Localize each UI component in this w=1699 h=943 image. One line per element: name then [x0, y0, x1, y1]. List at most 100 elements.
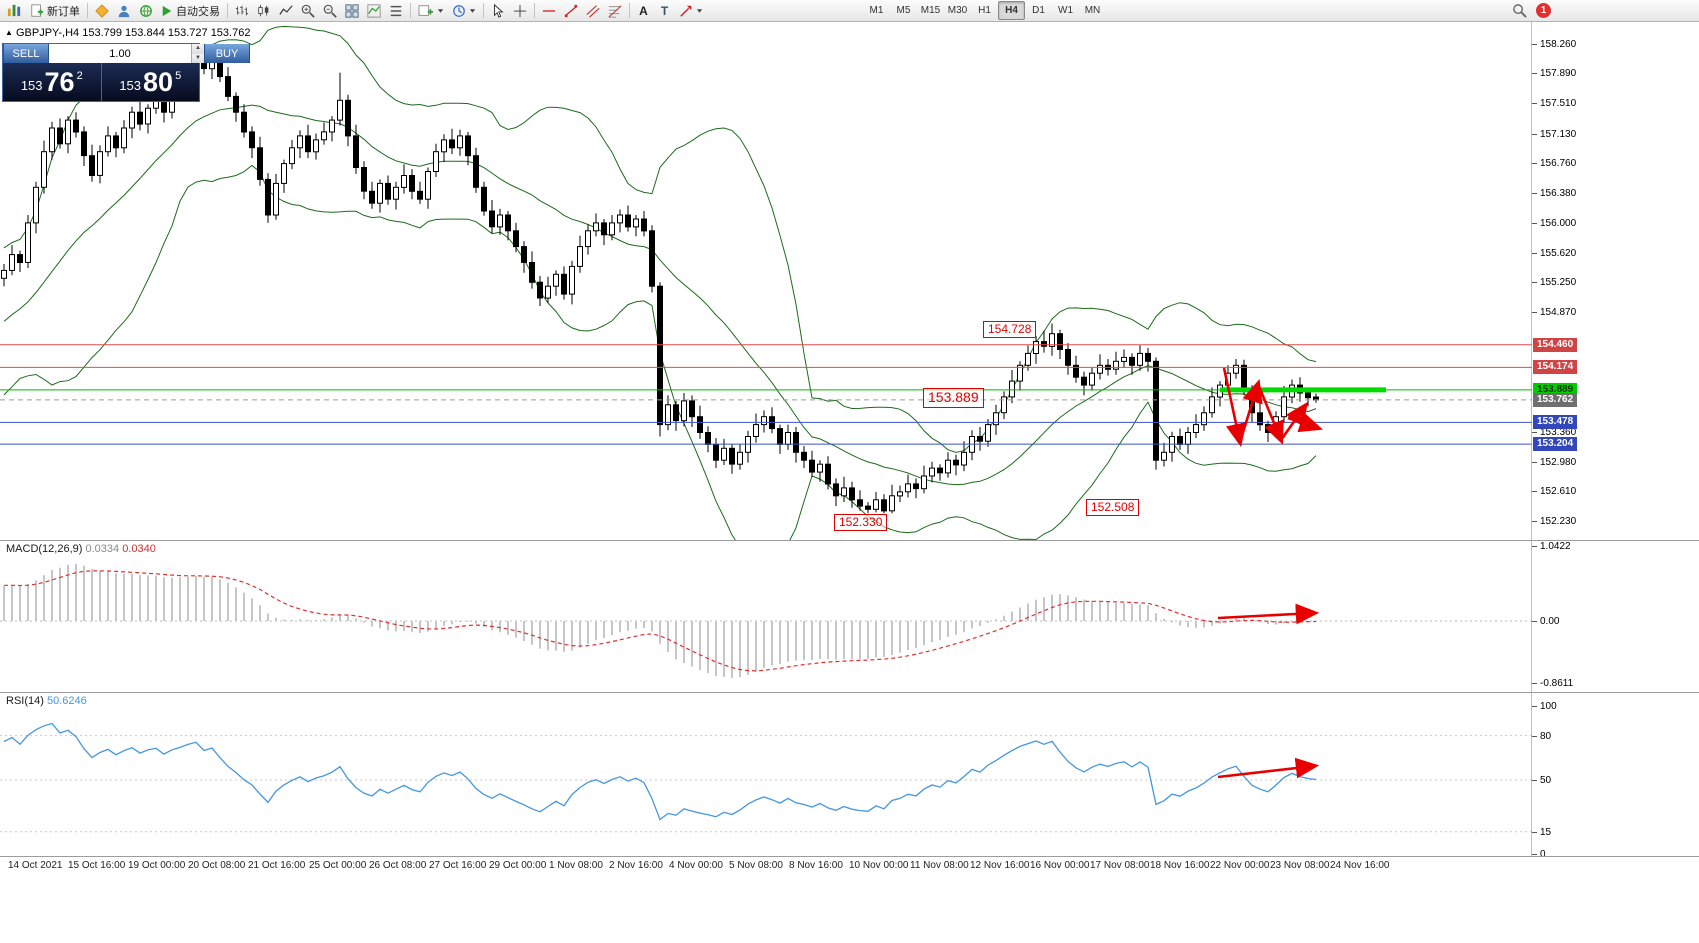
time-label-0: 14 Oct 2021 — [8, 860, 63, 871]
price-tick-157.130: 157.130 — [1532, 128, 1576, 140]
line-chart-icon[interactable] — [275, 1, 297, 20]
price-tick-152.980: 152.980 — [1532, 456, 1576, 468]
candles — [1, 44, 1319, 514]
macd-label: MACD(12,26,9) 0.0334 0.0340 — [6, 543, 156, 555]
autotrade-button[interactable]: 自动交易 — [157, 1, 224, 20]
macd-signal-line — [4, 570, 1317, 672]
separator — [534, 3, 535, 18]
profile-icon[interactable] — [113, 1, 135, 20]
search-icon[interactable] — [1512, 3, 1527, 18]
community-icon[interactable] — [135, 1, 157, 20]
bar-chart-icon[interactable] — [231, 1, 253, 20]
timeframe-group: M1 M5 M15 M30 H1 H4 D1 W1 MN — [863, 1, 1106, 20]
trend-arrow[interactable] — [1256, 383, 1284, 445]
volume-box: ▲ ▼ — [49, 44, 204, 63]
main-plot[interactable] — [0, 22, 1699, 540]
fibonacci-tool-icon[interactable] — [604, 1, 626, 20]
tf-m1[interactable]: M1 — [869, 5, 884, 16]
volume-down-arrow[interactable]: ▼ — [192, 53, 204, 63]
rsi-axis: 100 80 50 15 0 — [1532, 693, 1699, 860]
price-annotation-152.330[interactable]: 152.330 — [834, 514, 888, 531]
tf-m30[interactable]: M30 — [947, 5, 968, 16]
tf-w1[interactable]: W1 — [1058, 5, 1073, 16]
price-annotation-153.889[interactable]: 153.889 — [923, 388, 984, 408]
bollinger-middle — [3, 104, 1317, 486]
chart-symbol: GBPJPY-,H4 — [15, 27, 80, 39]
arrow-tools-dropdown[interactable] — [675, 1, 707, 20]
time-label-15: 11 Nov 08:00 — [910, 860, 969, 871]
autotrade-label: 自动交易 — [176, 5, 220, 18]
price-tick-155.620: 155.620 — [1532, 247, 1576, 259]
rsi-name: RSI(14) — [6, 695, 44, 707]
notification-badge[interactable]: 1 — [1536, 3, 1551, 18]
trend-arrow[interactable] — [1279, 401, 1308, 441]
buy-price-big: 80 — [143, 67, 174, 97]
toolbar: 新订单 自动交易 A T M1 M5 M15 M30 H1 H4 D1 W1 M… — [0, 0, 1699, 22]
tf-h1[interactable]: H1 — [978, 5, 991, 16]
price-tick-152.610: 152.610 — [1532, 485, 1576, 497]
horizontal-line-tool-icon[interactable] — [538, 1, 560, 20]
new-order-button[interactable]: 新订单 — [26, 1, 84, 20]
buy-price-display[interactable]: 153 80 5 — [102, 63, 200, 101]
tf-h4[interactable]: H4 — [998, 1, 1025, 20]
cursor-icon[interactable] — [487, 1, 509, 20]
price-annotation-152.508[interactable]: 152.508 — [1086, 499, 1140, 516]
label-tool-icon[interactable]: T — [654, 1, 675, 20]
time-label-9: 1 Nov 08:00 — [549, 860, 603, 871]
price-tick-156.760: 156.760 — [1532, 157, 1576, 169]
trend-arrow[interactable] — [1238, 379, 1263, 443]
main-chart-panel[interactable]: 158.260 157.890 157.510 157.130 156.760 156.3… — [0, 22, 1699, 540]
time-label-5: 25 Oct 00:00 — [309, 860, 367, 871]
rsi-panel[interactable]: 100 80 50 15 0 RSI(14) 50.6246 — [0, 692, 1699, 860]
profiles-clock-icon[interactable] — [448, 1, 480, 20]
buy-button[interactable]: BUY — [204, 44, 250, 63]
indicators-icon[interactable] — [363, 1, 385, 20]
volume-input[interactable] — [49, 44, 191, 63]
price-annotation-154.728[interactable]: 154.728 — [983, 321, 1037, 338]
rsi-scale-50: 50 — [1532, 774, 1551, 786]
trendline-tool-icon[interactable] — [560, 1, 582, 20]
separator — [227, 3, 228, 18]
sell-button[interactable]: SELL — [3, 44, 49, 63]
text-tool-icon[interactable]: A — [633, 1, 654, 20]
macd-arrow[interactable] — [1217, 603, 1320, 625]
macd-panel[interactable]: 1.0422 0.00 -0.8611 MACD(12,26,9) 0.0334 0… — [0, 540, 1699, 693]
app-icon — [3, 1, 26, 20]
price-axis[interactable]: 158.260 157.890 157.510 157.130 156.760 156.3… — [1532, 22, 1699, 540]
time-axis[interactable]: 14 Oct 2021 15 Oct 16:00 19 Oct 00:00 20 Oc… — [0, 856, 1699, 874]
buy-price-main: 153 — [119, 77, 142, 93]
candlestick-chart-icon[interactable] — [253, 1, 275, 20]
time-label-18: 17 Nov 08:00 — [1090, 860, 1150, 871]
rsi-plot[interactable] — [0, 693, 1699, 857]
tile-windows-icon[interactable] — [341, 1, 363, 20]
gold-diamond-icon[interactable] — [91, 1, 113, 20]
channel-tool-icon[interactable] — [582, 1, 604, 20]
zoom-in-icon[interactable] — [297, 1, 319, 20]
new-chart-button[interactable] — [414, 1, 448, 20]
time-label-2: 19 Oct 00:00 — [128, 860, 186, 871]
sell-price-big: 76 — [44, 67, 75, 97]
tf-m15[interactable]: M15 — [920, 5, 941, 16]
trend-arrow[interactable] — [1222, 367, 1247, 448]
macd-value-signal: 0.0340 — [122, 543, 156, 555]
rsi-value: 50.6246 — [46, 695, 87, 707]
crosshair-icon[interactable] — [509, 1, 531, 20]
rsi-scale-0: 0 — [1532, 848, 1546, 860]
separator — [483, 3, 484, 18]
objects-list-icon[interactable] — [385, 1, 407, 20]
time-label-22: 24 Nov 16:00 — [1330, 860, 1390, 871]
price-badge-153.762: 153.762 — [1533, 393, 1578, 407]
macd-name: MACD(12,26,9) — [6, 543, 83, 555]
time-label-13: 8 Nov 16:00 — [789, 860, 843, 871]
rsi-arrow[interactable] — [1217, 757, 1320, 779]
zoom-out-icon[interactable] — [319, 1, 341, 20]
tf-d1[interactable]: D1 — [1032, 5, 1045, 16]
trend-arrow[interactable] — [1287, 412, 1323, 433]
sell-price-display[interactable]: 153 76 2 — [3, 63, 102, 101]
tf-mn[interactable]: MN — [1084, 5, 1101, 16]
collapse-icon[interactable]: ▲ — [5, 28, 13, 37]
tf-m5[interactable]: M5 — [896, 5, 911, 16]
macd-plot[interactable] — [0, 541, 1699, 693]
price-badge-153.204: 153.204 — [1533, 437, 1578, 451]
volume-up-arrow[interactable]: ▲ — [192, 44, 204, 54]
